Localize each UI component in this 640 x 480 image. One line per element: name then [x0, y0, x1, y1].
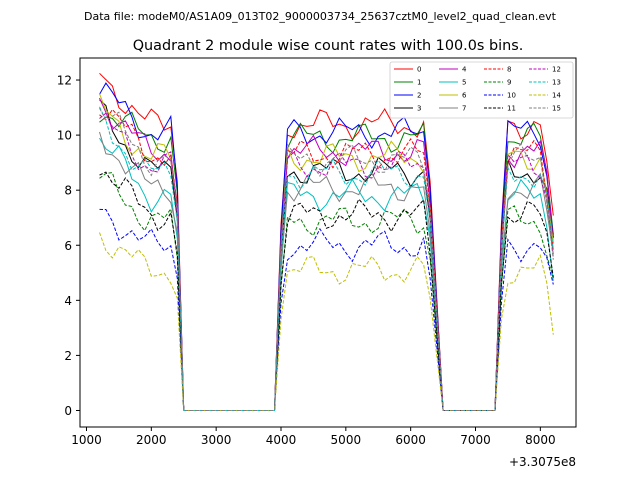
x-offset-label: +3.3075e8 [509, 455, 576, 469]
x-tick-label: 7000 [460, 433, 491, 447]
legend-label-14: 14 [552, 92, 561, 100]
y-tick-label: 0 [64, 404, 72, 418]
legend-label-2: 2 [417, 92, 421, 100]
figure-suptitle: Data file: modeM0/AS1A09_013T02_90000037… [84, 10, 557, 23]
y-axis: 0 2 4 6 8 10 12 [57, 74, 80, 418]
legend-label-4: 4 [462, 66, 467, 74]
y-tick-label: 10 [57, 129, 72, 143]
legend-label-6: 6 [462, 92, 467, 100]
y-tick-label: 4 [64, 294, 72, 308]
y-tick-label: 2 [64, 349, 72, 363]
legend-box [389, 61, 574, 119]
plot-frame [79, 57, 577, 428]
x-tick-label: 3000 [201, 433, 232, 447]
series-line-8 [99, 108, 554, 411]
legend-label-1: 1 [417, 79, 421, 87]
legend-label-0: 0 [417, 66, 421, 74]
x-tick-label: 2000 [136, 433, 167, 447]
legend-label-3: 3 [417, 105, 421, 113]
x-tick-label: 5000 [331, 433, 362, 447]
legend-label-8: 8 [507, 66, 511, 74]
x-tick-label: 6000 [395, 433, 426, 447]
x-axis: 1000 2000 3000 4000 5000 6000 7000 8000 [71, 427, 556, 447]
legend-label-7: 7 [462, 105, 466, 113]
y-tick-label: 12 [57, 74, 72, 88]
series-line-15 [99, 107, 554, 411]
legend-label-12: 12 [552, 66, 561, 74]
chart-title: Quadrant 2 module wise count rates with … [133, 38, 524, 54]
plot-background [80, 58, 576, 427]
x-tick-label: 4000 [266, 433, 297, 447]
legend-label-10: 10 [507, 92, 516, 100]
legend-label-11: 11 [507, 105, 516, 113]
x-tick-label: 8000 [525, 433, 556, 447]
legend-label-15: 15 [552, 105, 561, 113]
legend-label-5: 5 [462, 79, 466, 87]
y-tick-label: 8 [64, 184, 72, 198]
series-line-9 [99, 172, 554, 411]
legend-label-9: 9 [507, 79, 511, 87]
legend-label-13: 13 [552, 79, 561, 87]
y-tick-label: 6 [64, 239, 72, 253]
series-layer [99, 72, 554, 411]
plot-area [79, 57, 577, 428]
x-tick-label: 1000 [71, 433, 102, 447]
